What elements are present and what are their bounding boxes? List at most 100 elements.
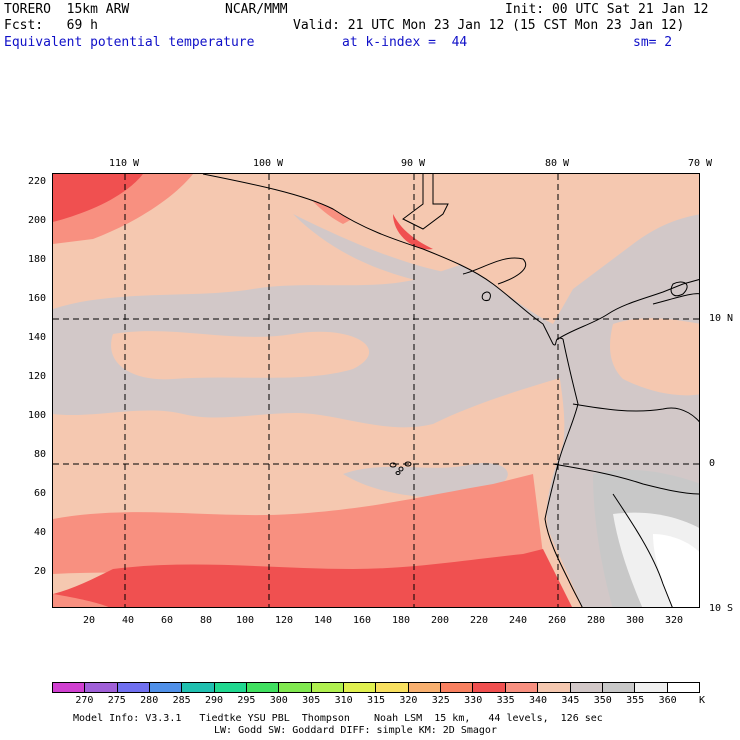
salmon-corner xyxy=(53,174,193,244)
y-tick-label: 80 xyxy=(33,449,46,460)
colorbar-swatch xyxy=(279,683,312,692)
y-tick-label: 140 xyxy=(27,332,46,343)
x-tick-label: 80 xyxy=(199,615,213,626)
colorbar-label: 270 xyxy=(75,695,94,706)
lat-label: 10 S xyxy=(709,603,734,614)
salmon-edge xyxy=(53,594,109,607)
colorbar-label: 335 xyxy=(496,695,515,706)
x-tick-label: 260 xyxy=(547,615,567,626)
colorbar-swatch xyxy=(635,683,668,692)
colorbar-label: 340 xyxy=(528,695,548,706)
map-canvas xyxy=(53,174,699,607)
level-label: at k-index = 44 xyxy=(342,35,468,50)
colorbar-swatch xyxy=(247,683,280,692)
galapagos-islands xyxy=(389,461,412,475)
colorbar-label: 315 xyxy=(366,695,386,706)
y-tick-label: 220 xyxy=(27,176,46,187)
colorbar-swatch xyxy=(538,683,571,692)
lat-label: 0 xyxy=(709,458,716,469)
colorbar-swatch xyxy=(376,683,409,692)
x-tick-label: 140 xyxy=(313,615,333,626)
graticule xyxy=(53,174,699,607)
y-tick-label: 200 xyxy=(27,215,46,226)
colorbar-swatch xyxy=(473,683,506,692)
colorbar-swatch xyxy=(344,683,377,692)
x-tick-label: 160 xyxy=(352,615,372,626)
equivalent-potential-temperature-map xyxy=(52,173,700,608)
x-tick-label: 180 xyxy=(391,615,411,626)
colorbar-swatch xyxy=(570,683,603,692)
x-tick-label: 100 xyxy=(235,615,255,626)
colorbar-label: 360 xyxy=(658,695,677,706)
ecuador-border xyxy=(552,463,699,495)
red-band xyxy=(53,549,572,607)
colorbar-swatch xyxy=(182,683,215,692)
island-outline xyxy=(670,281,688,297)
model-info: Model Info: V3.3.1 Tiedtke YSU PBL Thomp… xyxy=(73,713,603,724)
colorbar-label: 345 xyxy=(561,695,580,706)
lon-label: 70 W xyxy=(687,158,713,169)
x-tick-label: 300 xyxy=(625,615,645,626)
lon-label: 80 W xyxy=(544,158,570,169)
colorbar-swatch xyxy=(505,683,539,692)
colorbar-swatch xyxy=(53,683,86,692)
colorbar-swatch xyxy=(408,683,442,692)
colorbar-label: 310 xyxy=(334,695,353,706)
island-outline xyxy=(481,291,491,301)
peru-border xyxy=(612,493,673,607)
colorbar-label: 300 xyxy=(269,695,288,706)
x-tick-label: 60 xyxy=(160,615,174,626)
central-america-coast xyxy=(202,174,564,346)
andes-white xyxy=(653,534,699,607)
colorbar-label: 325 xyxy=(431,695,450,706)
colorbar-label: 290 xyxy=(204,695,224,706)
y-tick-label: 180 xyxy=(27,254,46,265)
x-tick-label: 20 xyxy=(82,615,96,626)
pacific-coast-south-america xyxy=(544,338,583,607)
colorbar-label: 305 xyxy=(302,695,321,706)
lon-label: 100 W xyxy=(252,158,284,169)
caribbean-coast xyxy=(557,279,699,340)
colorbar-label: 320 xyxy=(399,695,418,706)
land-salmon xyxy=(610,318,699,396)
y-tick-label: 160 xyxy=(27,293,46,304)
colorbar-swatch xyxy=(441,683,474,692)
venezuela-coast xyxy=(652,293,699,305)
red-spot xyxy=(393,214,433,250)
x-tick-label: 200 xyxy=(430,615,450,626)
y-tick-label: 40 xyxy=(33,527,46,538)
valid-time: Valid: 21 UTC Mon 23 Jan 12 (15 CST Mon … xyxy=(293,18,685,33)
x-tick-label: 320 xyxy=(664,615,684,626)
colorbar-label: 350 xyxy=(593,695,612,706)
smoothing-label: sm= 2 xyxy=(633,35,673,50)
lon-label: 90 W xyxy=(400,158,426,169)
y-tick-label: 100 xyxy=(27,410,46,421)
colorbar-label: 275 xyxy=(107,695,126,706)
colorbar-label: 280 xyxy=(140,695,159,706)
colombia-border xyxy=(572,403,699,423)
colorbar-label: 355 xyxy=(626,695,645,706)
x-tick-label: 240 xyxy=(508,615,528,626)
lat-label: 10 N xyxy=(709,313,734,324)
colorbar-swatch xyxy=(311,683,345,692)
colorbar-unit: K xyxy=(698,695,706,706)
physics-info: LW: Godd SW: Goddard DIFF: simple KM: 2D… xyxy=(214,725,497,736)
x-tick-label: 120 xyxy=(274,615,294,626)
forecast-hour: Fcst: 69 h xyxy=(4,18,98,33)
colorbar-label: 330 xyxy=(464,695,483,706)
x-tick-label: 220 xyxy=(469,615,489,626)
honduras-border xyxy=(462,257,526,285)
model-title: TORERO 15km ARW xyxy=(4,2,130,17)
lon-label: 110 W xyxy=(108,158,140,169)
field-name: Equivalent potential temperature xyxy=(4,35,255,50)
central-america-land xyxy=(203,174,699,324)
colorbar-label: 295 xyxy=(237,695,256,706)
red-corner xyxy=(53,174,143,222)
coastlines xyxy=(202,174,699,607)
colorbar-swatch xyxy=(85,683,118,692)
x-tick-label: 280 xyxy=(586,615,606,626)
land-gray-strip xyxy=(293,214,453,284)
x-tick-label: 40 xyxy=(121,615,135,626)
y-tick-label: 60 xyxy=(33,488,46,499)
colorbar xyxy=(52,682,700,693)
